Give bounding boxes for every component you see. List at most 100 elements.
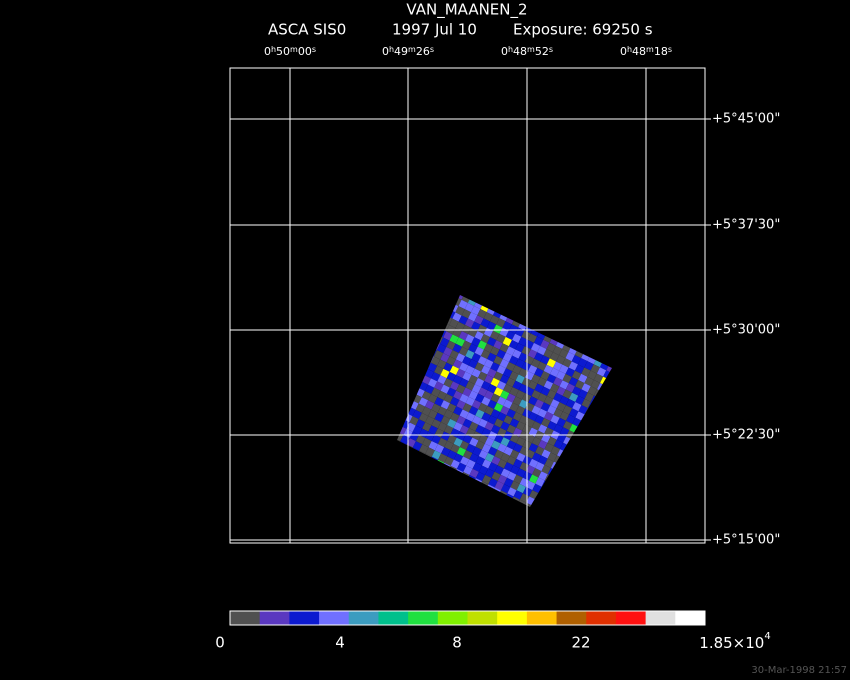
- image-pixel: [452, 312, 462, 322]
- image-pixel: [514, 522, 523, 531]
- image-pixel: [570, 502, 580, 507]
- image-pixel: [599, 329, 609, 340]
- image-pixel: [609, 357, 612, 368]
- image-pixel: [457, 478, 467, 488]
- image-pixel: [647, 376, 656, 385]
- image-pixel: [465, 334, 475, 344]
- image-pixel: [415, 434, 426, 445]
- image-pixel: [436, 281, 445, 290]
- image-pixel: [385, 451, 394, 460]
- image-pixel: [544, 427, 554, 437]
- image-pixel: [545, 537, 554, 546]
- image-pixel: [455, 321, 465, 332]
- image-pixel: [461, 340, 472, 350]
- image-pixel: [635, 401, 644, 410]
- image-pixel: [527, 349, 538, 359]
- image-pixel: [418, 397, 429, 407]
- image-pixel: [616, 439, 625, 448]
- image-pixel: [496, 302, 506, 312]
- image-pixel: [533, 336, 544, 346]
- image-pixel: [518, 352, 528, 362]
- image-pixel: [409, 431, 420, 442]
- ra-value: 0: [501, 45, 508, 58]
- image-pixel: [508, 308, 518, 319]
- image-pixel: [489, 299, 500, 309]
- image-pixel: [430, 278, 439, 287]
- image-pixel: [347, 432, 356, 441]
- image-pixel: [500, 437, 510, 447]
- image-pixel: [443, 331, 453, 341]
- mantissa: 1.85×10: [699, 634, 764, 652]
- image-pixel: [437, 422, 448, 432]
- image-pixel: [468, 343, 478, 353]
- image-pixel: [457, 510, 466, 519]
- image-pixel: [455, 275, 464, 284]
- image-pixel: [541, 417, 551, 428]
- image-pixel: [445, 247, 454, 256]
- image-pixel: [384, 388, 393, 397]
- image-pixel: [549, 546, 558, 555]
- image-pixel: [471, 259, 480, 268]
- image-pixel: [540, 324, 550, 334]
- image-pixel: [542, 543, 551, 552]
- image-pixel: [490, 393, 501, 403]
- image-pixel: [432, 497, 442, 507]
- image-pixel: [487, 430, 498, 441]
- image-pixel: [436, 266, 445, 275]
- image-pixel: [472, 462, 482, 472]
- pixel-grid: [347, 247, 656, 555]
- image-pixel: [543, 364, 553, 375]
- image-pixel: [482, 474, 492, 485]
- image-pixel: [382, 473, 391, 482]
- image-pixel: [634, 370, 643, 379]
- image-pixel: [521, 346, 531, 356]
- image-pixel: [553, 439, 564, 450]
- image-pixel: [499, 265, 508, 274]
- image-pixel: [443, 409, 454, 419]
- image-pixel: [612, 320, 621, 329]
- image-pixel: [419, 459, 429, 470]
- image-pixel: [363, 464, 372, 473]
- image-pixel: [397, 444, 398, 454]
- image-pixel: [569, 455, 579, 465]
- image-pixel: [565, 398, 576, 409]
- image-pixel: [474, 377, 485, 388]
- image-pixel: [397, 475, 398, 486]
- image-pixel: [416, 466, 426, 476]
- image-pixel: [424, 369, 435, 379]
- image-pixel: [554, 502, 564, 507]
- image-pixel: [631, 329, 640, 338]
- image-pixel: [564, 515, 573, 524]
- image-pixel: [485, 452, 495, 463]
- image-pixel: [472, 415, 482, 425]
- image-pixel: [438, 453, 448, 463]
- ra-value: 50: [276, 45, 290, 58]
- image-pixel: [466, 506, 477, 507]
- image-pixel: [587, 339, 597, 349]
- image-pixel: [433, 295, 443, 297]
- image-pixel: [403, 475, 414, 486]
- image-pixel: [512, 380, 522, 391]
- image-pixel: [513, 505, 524, 507]
- image-pixel: [588, 464, 598, 474]
- image-pixel: [483, 343, 494, 353]
- image-pixel: [508, 534, 517, 543]
- image-pixel: [604, 464, 612, 474]
- image-pixel: [462, 371, 472, 382]
- image-pixel: [409, 384, 419, 395]
- image-pixel: [508, 518, 517, 527]
- image-pixel: [539, 308, 550, 318]
- image-pixel: [446, 278, 455, 287]
- image-pixel: [514, 537, 523, 546]
- image-pixel: [406, 438, 416, 448]
- image-pixel: [422, 422, 432, 432]
- image-pixel: [600, 407, 610, 418]
- image-pixel: [412, 425, 423, 435]
- colorbar-swatch: [615, 611, 647, 625]
- image-pixel: [475, 393, 485, 403]
- image-pixel: [436, 296, 446, 307]
- image-pixel: [536, 524, 545, 533]
- image-pixel: [452, 374, 463, 385]
- coordinate-grid: [229, 67, 711, 544]
- image-pixel: [424, 306, 434, 316]
